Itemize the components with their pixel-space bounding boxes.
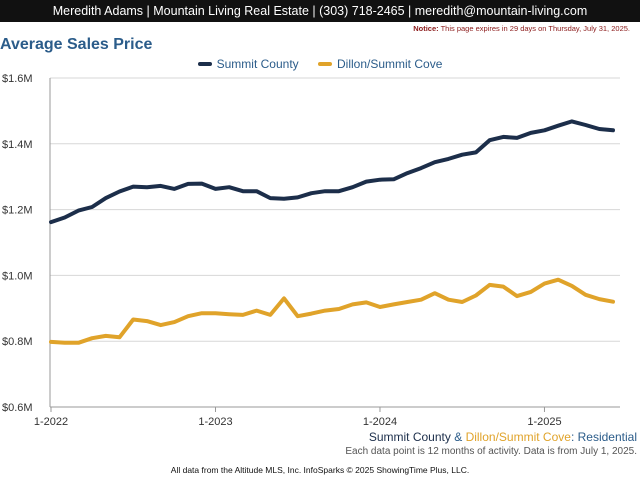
notice-text: This page expires in 29 days on Thursday…	[440, 24, 630, 33]
y-tick-label: $1.0M	[2, 270, 33, 282]
y-tick-label: $0.8M	[2, 336, 33, 348]
data-note: Each data point is 12 months of activity…	[345, 446, 637, 457]
legend-label-summit: Summit County	[216, 57, 299, 71]
chart-legend: Summit County Dillon/Summit Cove	[0, 57, 640, 71]
subtitle-separator: :	[570, 430, 575, 444]
series-line-summit-county	[49, 119, 615, 225]
legend-swatch-summit	[197, 61, 212, 66]
notice-label: Notice:	[413, 24, 439, 33]
y-tick-label: $1.2M	[2, 205, 33, 217]
legend-item-summit[interactable]: Summit County	[197, 57, 299, 71]
subtitle-series-dillon: Dillon/Summit Cove	[465, 430, 571, 444]
x-tick-label: 1-2022	[34, 416, 68, 428]
y-tick-label: $1.6M	[2, 73, 33, 85]
contact-banner: Meredith Adams | Mountain Living Real Es…	[0, 0, 640, 22]
subtitle-ampersand: &	[454, 430, 463, 444]
subtitle-series-summit: Summit County	[368, 430, 451, 444]
y-tick-label: $0.6M	[2, 402, 33, 414]
chart-subtitle: Summit County & Dillon/Summit Cove: Resi…	[369, 430, 637, 444]
chart-title: Average Sales Price	[0, 36, 153, 53]
series-line-dillon-summit-cove	[49, 277, 615, 345]
expiry-notice: Notice: This page expires in 29 days on …	[413, 24, 630, 33]
y-tick-label: $1.4M	[2, 139, 33, 151]
x-tick-label: 1-2025	[527, 416, 561, 428]
x-tick-label: 1-2023	[198, 416, 232, 428]
subtitle-property-type: Residential	[577, 430, 637, 444]
legend-label-dillon: Dillon/Summit Cove	[337, 57, 443, 71]
footer-credit: All data from the Altitude MLS, Inc. Inf…	[170, 465, 470, 475]
legend-item-dillon[interactable]: Dillon/Summit Cove	[318, 57, 442, 71]
legend-swatch-dillon	[318, 61, 332, 66]
x-tick-label: 1-2024	[363, 416, 397, 428]
